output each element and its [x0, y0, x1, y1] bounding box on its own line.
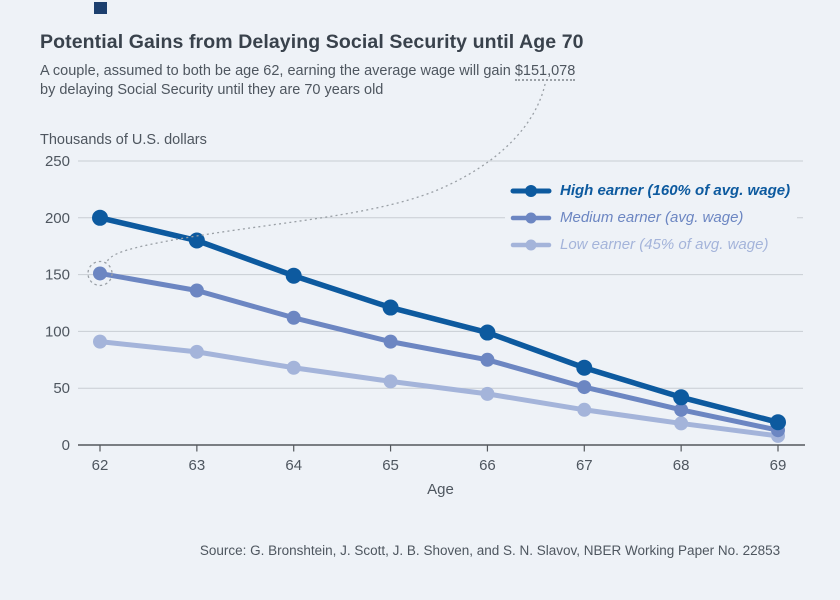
x-tick-label-69: 69: [770, 457, 787, 474]
data-point-66-45: [480, 386, 495, 401]
data-point-64-68: [286, 360, 301, 375]
data-point-68-42: [673, 389, 690, 406]
data-point-62-91: [93, 334, 107, 349]
series-line-low: [97, 339, 781, 439]
x-tick-label-67: 67: [576, 457, 593, 474]
data-point-64-149: [285, 267, 302, 284]
legend-item-2: Low earner (45% of avg. wage): [505, 231, 798, 258]
legend-label: Low earner (45% of avg. wage): [560, 236, 769, 253]
subtitle-gain-amount: $151,078: [514, 63, 576, 81]
y-tick-label-50: 50: [53, 380, 70, 397]
data-point-68-19: [674, 416, 689, 431]
data-point-62-200: [92, 209, 108, 226]
data-point-65-91: [383, 334, 398, 349]
data-point-63-136: [189, 283, 204, 298]
subtitle-text: A couple, assumed to both be age 62, ear…: [40, 63, 515, 79]
legend-item-0: High earner (160% of avg. wage): [505, 177, 798, 204]
data-point-62-151: [93, 266, 107, 281]
data-point-66-75: [480, 352, 495, 367]
data-point-66-99: [479, 324, 496, 341]
x-tick-label-62: 62: [92, 457, 109, 474]
y-tick-label-0: 0: [62, 437, 70, 454]
data-point-63-82: [189, 344, 204, 359]
legend-label: Medium earner (avg. wage): [560, 209, 744, 226]
x-tick-label-68: 68: [673, 457, 690, 474]
data-point-65-121: [382, 299, 399, 316]
legend-marker-line-dot-icon: [510, 212, 552, 223]
x-tick-label-66: 66: [479, 457, 496, 474]
nber-brand-square: [94, 2, 107, 14]
series-line-medium: [97, 270, 781, 433]
data-point-68-31: [674, 402, 689, 417]
data-point-65-56: [383, 374, 398, 389]
x-tick-label-65: 65: [382, 457, 399, 474]
x-tick-label-64: 64: [285, 457, 302, 474]
legend-marker-line-dot-icon: [510, 239, 552, 250]
chart-subtitle-line2: by delaying Social Security until they a…: [40, 82, 384, 98]
chart-legend: High earner (160% of avg. wage) Medium ea…: [505, 177, 798, 258]
data-point-67-68: [576, 359, 593, 376]
data-point-64-112: [286, 310, 301, 325]
legend-item-1: Medium earner (avg. wage): [505, 204, 798, 231]
y-axis-unit-label: Thousands of U.S. dollars: [40, 132, 207, 148]
y-tick-label-100: 100: [45, 323, 70, 340]
annotation-leader-line: [106, 83, 546, 262]
chart-subtitle-line1: A couple, assumed to both be age 62, ear…: [40, 62, 640, 81]
chart-subtitle: A couple, assumed to both be age 62, ear…: [40, 62, 640, 100]
chart-title: Potential Gains from Delaying Social Sec…: [40, 31, 584, 53]
data-point-67-51: [577, 380, 592, 395]
legend-label: High earner (160% of avg. wage): [560, 182, 791, 199]
series-line-high: [97, 215, 781, 426]
y-tick-label-150: 150: [45, 267, 70, 284]
x-tick-label-63: 63: [189, 457, 206, 474]
y-tick-label-250: 250: [45, 153, 70, 170]
x-axis-title: Age: [427, 481, 454, 498]
legend-marker-line-dot-icon: [510, 184, 552, 197]
source-citation: Source: G. Bronshtein, J. Scott, J. B. S…: [199, 543, 781, 558]
data-point-69-20: [769, 414, 786, 431]
y-tick-label-200: 200: [45, 210, 70, 227]
data-point-67-31: [577, 402, 592, 417]
annotation-dotted-circle: [87, 260, 113, 287]
